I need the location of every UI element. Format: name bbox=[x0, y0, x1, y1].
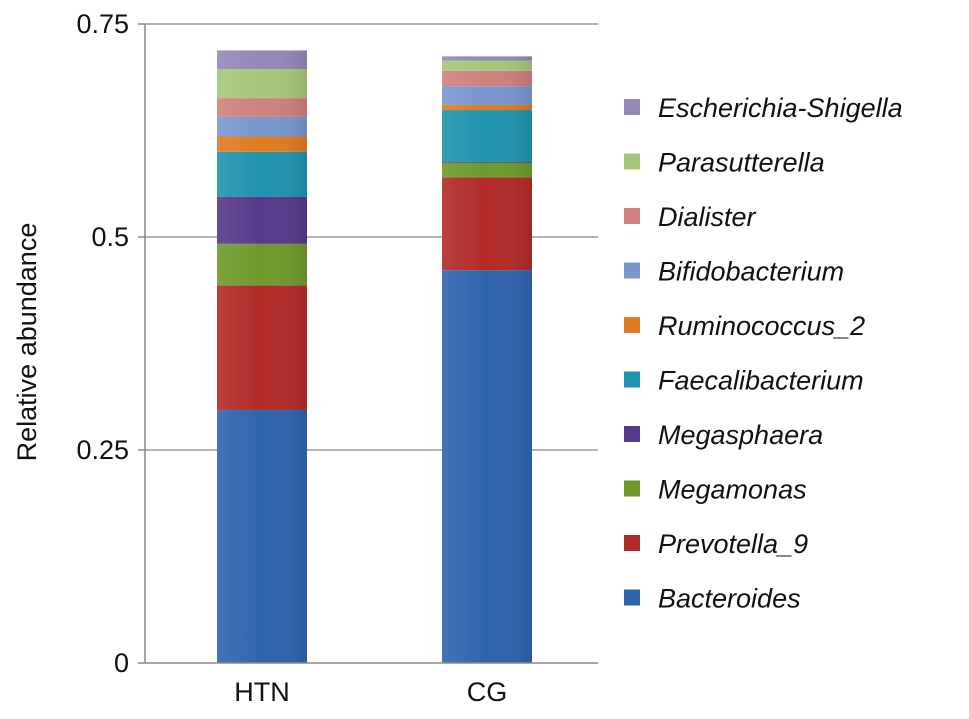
legend-swatch bbox=[624, 535, 640, 551]
legend-swatch bbox=[624, 99, 640, 115]
legend-label: Prevotella_9 bbox=[658, 529, 808, 559]
legend-swatch bbox=[624, 589, 640, 606]
axis-layer: 0 0.25 0.5 0.75 HTN CG bbox=[76, 9, 598, 707]
legend-swatch bbox=[624, 153, 640, 170]
x-tick-label: CG bbox=[467, 677, 508, 707]
legend-label: Parasutterella bbox=[658, 148, 825, 178]
legend-label: Ruminococcus_2 bbox=[658, 311, 865, 341]
legend-swatch bbox=[624, 371, 640, 388]
legend-swatch bbox=[624, 208, 640, 224]
y-tick-label: 0.25 bbox=[76, 435, 129, 465]
legend-label: Bifidobacterium bbox=[658, 257, 844, 287]
y-tick-label: 0.5 bbox=[91, 222, 129, 252]
y-tick-label: 0 bbox=[114, 648, 129, 678]
legend-label: Megamonas bbox=[658, 475, 807, 505]
bar-shading bbox=[442, 56, 532, 664]
legend-label: Faecalibacterium bbox=[658, 366, 864, 396]
y-tick-label: 0.75 bbox=[76, 9, 129, 39]
y-axis-title: Relative abundance bbox=[12, 223, 42, 462]
x-tick-label: HTN bbox=[234, 677, 290, 707]
legend-swatch bbox=[624, 262, 640, 279]
bars-layer bbox=[217, 50, 532, 664]
legend-swatch bbox=[624, 480, 640, 497]
legend-swatch bbox=[624, 317, 640, 333]
legend-label: Bacteroides bbox=[658, 584, 801, 614]
legend-label: Dialister bbox=[658, 202, 757, 232]
legend-swatch bbox=[624, 426, 640, 442]
legend: Escherichia-Shigella Parasutterella Dialis… bbox=[624, 93, 903, 614]
legend-label: Escherichia-Shigella bbox=[658, 93, 903, 123]
bar-shading bbox=[217, 50, 307, 664]
legend-label: Megasphaera bbox=[658, 420, 823, 450]
